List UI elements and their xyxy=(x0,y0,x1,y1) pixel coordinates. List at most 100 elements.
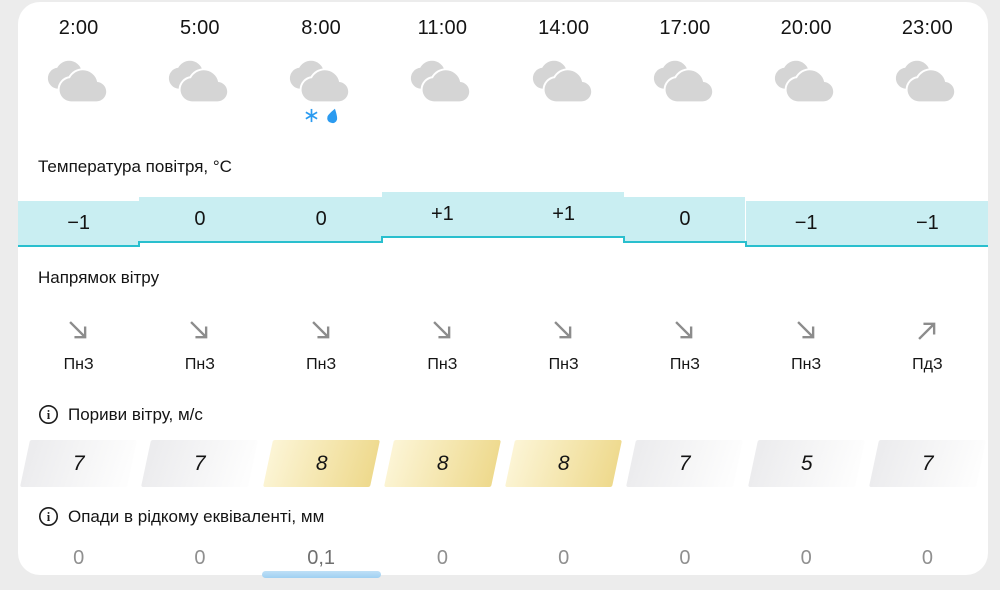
temperature-value: 0 xyxy=(194,207,206,230)
gust-value-box: 8 xyxy=(262,440,380,487)
cloud-icon xyxy=(411,60,472,104)
gust-value-box: 7 xyxy=(868,440,986,487)
svg-text:i: i xyxy=(47,408,51,422)
time-row: 2:00 5:00 8:00 11:00 14:00 17:00 20:00 2… xyxy=(18,14,988,42)
wind-direction-title-text: Напрямок вітру xyxy=(38,268,160,287)
wind-gusts-section-title: i Пориви вітру, м/с xyxy=(38,404,203,425)
gust-value: 8 xyxy=(315,451,327,475)
gust-value-box: 7 xyxy=(626,440,744,487)
time-label[interactable]: 20:00 xyxy=(780,16,832,39)
arrow-down-right-icon xyxy=(796,320,814,338)
precipitation-section-title: i Опади в рідкому еквіваленті, мм xyxy=(38,506,324,527)
gust-value-box: 8 xyxy=(505,440,623,487)
gust-value: 5 xyxy=(800,451,812,475)
time-label[interactable]: 5:00 xyxy=(180,16,220,39)
temp-bar-step xyxy=(623,236,626,243)
arrow-down-right-icon xyxy=(675,320,693,338)
condition-icon-row xyxy=(18,52,988,132)
precip-value: 0,1 xyxy=(307,547,336,569)
wind-arrow-row xyxy=(18,313,988,347)
time-label[interactable]: 8:00 xyxy=(301,16,341,39)
temp-bar-group xyxy=(624,196,746,243)
gust-cell: 8 xyxy=(382,439,503,488)
svg-text:i: i xyxy=(47,510,51,524)
wind-arrow-cell xyxy=(624,313,745,347)
condition-cell xyxy=(139,52,260,132)
temp-bar-group xyxy=(139,196,382,243)
wind-gusts-title-text: Пориви вітру, м/с xyxy=(68,404,203,424)
wind-direction-label: ПнЗ xyxy=(548,356,579,373)
gust-value: 7 xyxy=(679,451,691,475)
cloud-icon xyxy=(896,60,957,104)
condition-cell xyxy=(867,52,988,132)
cloud-icon xyxy=(290,60,351,104)
precip-cell: 0 xyxy=(18,546,139,578)
precip-cell: 0,1 xyxy=(261,546,382,578)
arrow-down-right-icon xyxy=(69,320,87,338)
condition-cell xyxy=(261,52,382,132)
condition-cell xyxy=(382,52,503,132)
precip-value: 0 xyxy=(921,547,933,569)
condition-cell xyxy=(624,52,745,132)
wind-arrow-cell xyxy=(139,313,260,347)
time-label[interactable]: 14:00 xyxy=(538,16,590,39)
wind-arrow-cell xyxy=(503,313,624,347)
gust-cell: 7 xyxy=(139,439,260,488)
temperature-value: +1 xyxy=(552,203,576,225)
raindrop-icon xyxy=(326,108,337,123)
precip-type-icons xyxy=(304,107,339,123)
cloud-icon xyxy=(775,60,836,104)
info-icon[interactable]: i xyxy=(38,506,59,527)
cloud-icon xyxy=(532,60,593,104)
time-label[interactable]: 17:00 xyxy=(659,16,711,39)
gust-value: 7 xyxy=(921,451,934,475)
temperature-value: +1 xyxy=(430,203,454,225)
precip-value: 0 xyxy=(800,547,812,569)
precip-cell: 0 xyxy=(382,546,503,578)
temperature-strip: −1 0 0 +1 +1 0 −1 −1 xyxy=(18,190,988,250)
snowflake-icon xyxy=(305,108,318,122)
temperature-value-row: −1 0 0 +1 +1 0 −1 −1 xyxy=(18,190,988,234)
temp-bar-group xyxy=(381,192,625,238)
condition-cell xyxy=(503,52,624,132)
gust-value-box: 5 xyxy=(747,440,865,487)
precip-value: 0 xyxy=(679,547,691,569)
precip-cell: 0 xyxy=(624,546,745,578)
wind-arrow-cell xyxy=(18,313,139,347)
precip-value: 0 xyxy=(436,547,448,569)
precip-cell: 0 xyxy=(503,546,624,578)
gust-value: 8 xyxy=(557,451,570,475)
time-label[interactable]: 23:00 xyxy=(901,16,953,39)
temp-bar-step xyxy=(137,240,140,247)
temperature-value: −1 xyxy=(915,212,939,234)
temperature-value: 0 xyxy=(315,207,327,230)
precip-value: 0 xyxy=(194,547,206,569)
wind-direction-label: ПдЗ xyxy=(912,356,943,373)
time-label[interactable]: 11:00 xyxy=(417,16,468,39)
temperature-title-text: Температура повітря, °C xyxy=(38,157,232,176)
temperature-value: −1 xyxy=(67,212,91,234)
precipitation-row: 0 0 0,1 0 0 0 0 0 xyxy=(18,546,988,578)
temperature-value: −1 xyxy=(794,212,818,234)
cloud-icon xyxy=(653,60,715,104)
precip-cell: 0 xyxy=(746,546,867,578)
temp-bar-step xyxy=(380,236,383,243)
temp-bar-group xyxy=(18,201,140,247)
precipitation-title-text: Опади в рідкому еквіваленті, мм xyxy=(68,506,325,526)
gust-row: 7 7 8 8 8 7 5 7 xyxy=(18,439,988,488)
wind-direction-label: ПнЗ xyxy=(791,356,822,373)
wind-direction-label: ПнЗ xyxy=(427,356,458,373)
info-icon[interactable]: i xyxy=(38,404,59,425)
gust-value: 7 xyxy=(72,451,85,475)
gust-cell: 7 xyxy=(18,439,139,488)
wind-direction-label: ПнЗ xyxy=(669,356,700,373)
temperature-section-title: Температура повітря, °C xyxy=(38,157,232,177)
gust-cell: 8 xyxy=(261,439,382,488)
precip-amount-bar xyxy=(261,571,381,578)
gust-value-box: 7 xyxy=(141,440,259,487)
wind-direction-label: ПнЗ xyxy=(184,356,215,373)
precip-cell: 0 xyxy=(867,546,988,578)
time-label[interactable]: 2:00 xyxy=(58,16,99,39)
arrow-down-right-icon xyxy=(433,320,451,338)
wind-arrow-cell xyxy=(261,313,382,347)
